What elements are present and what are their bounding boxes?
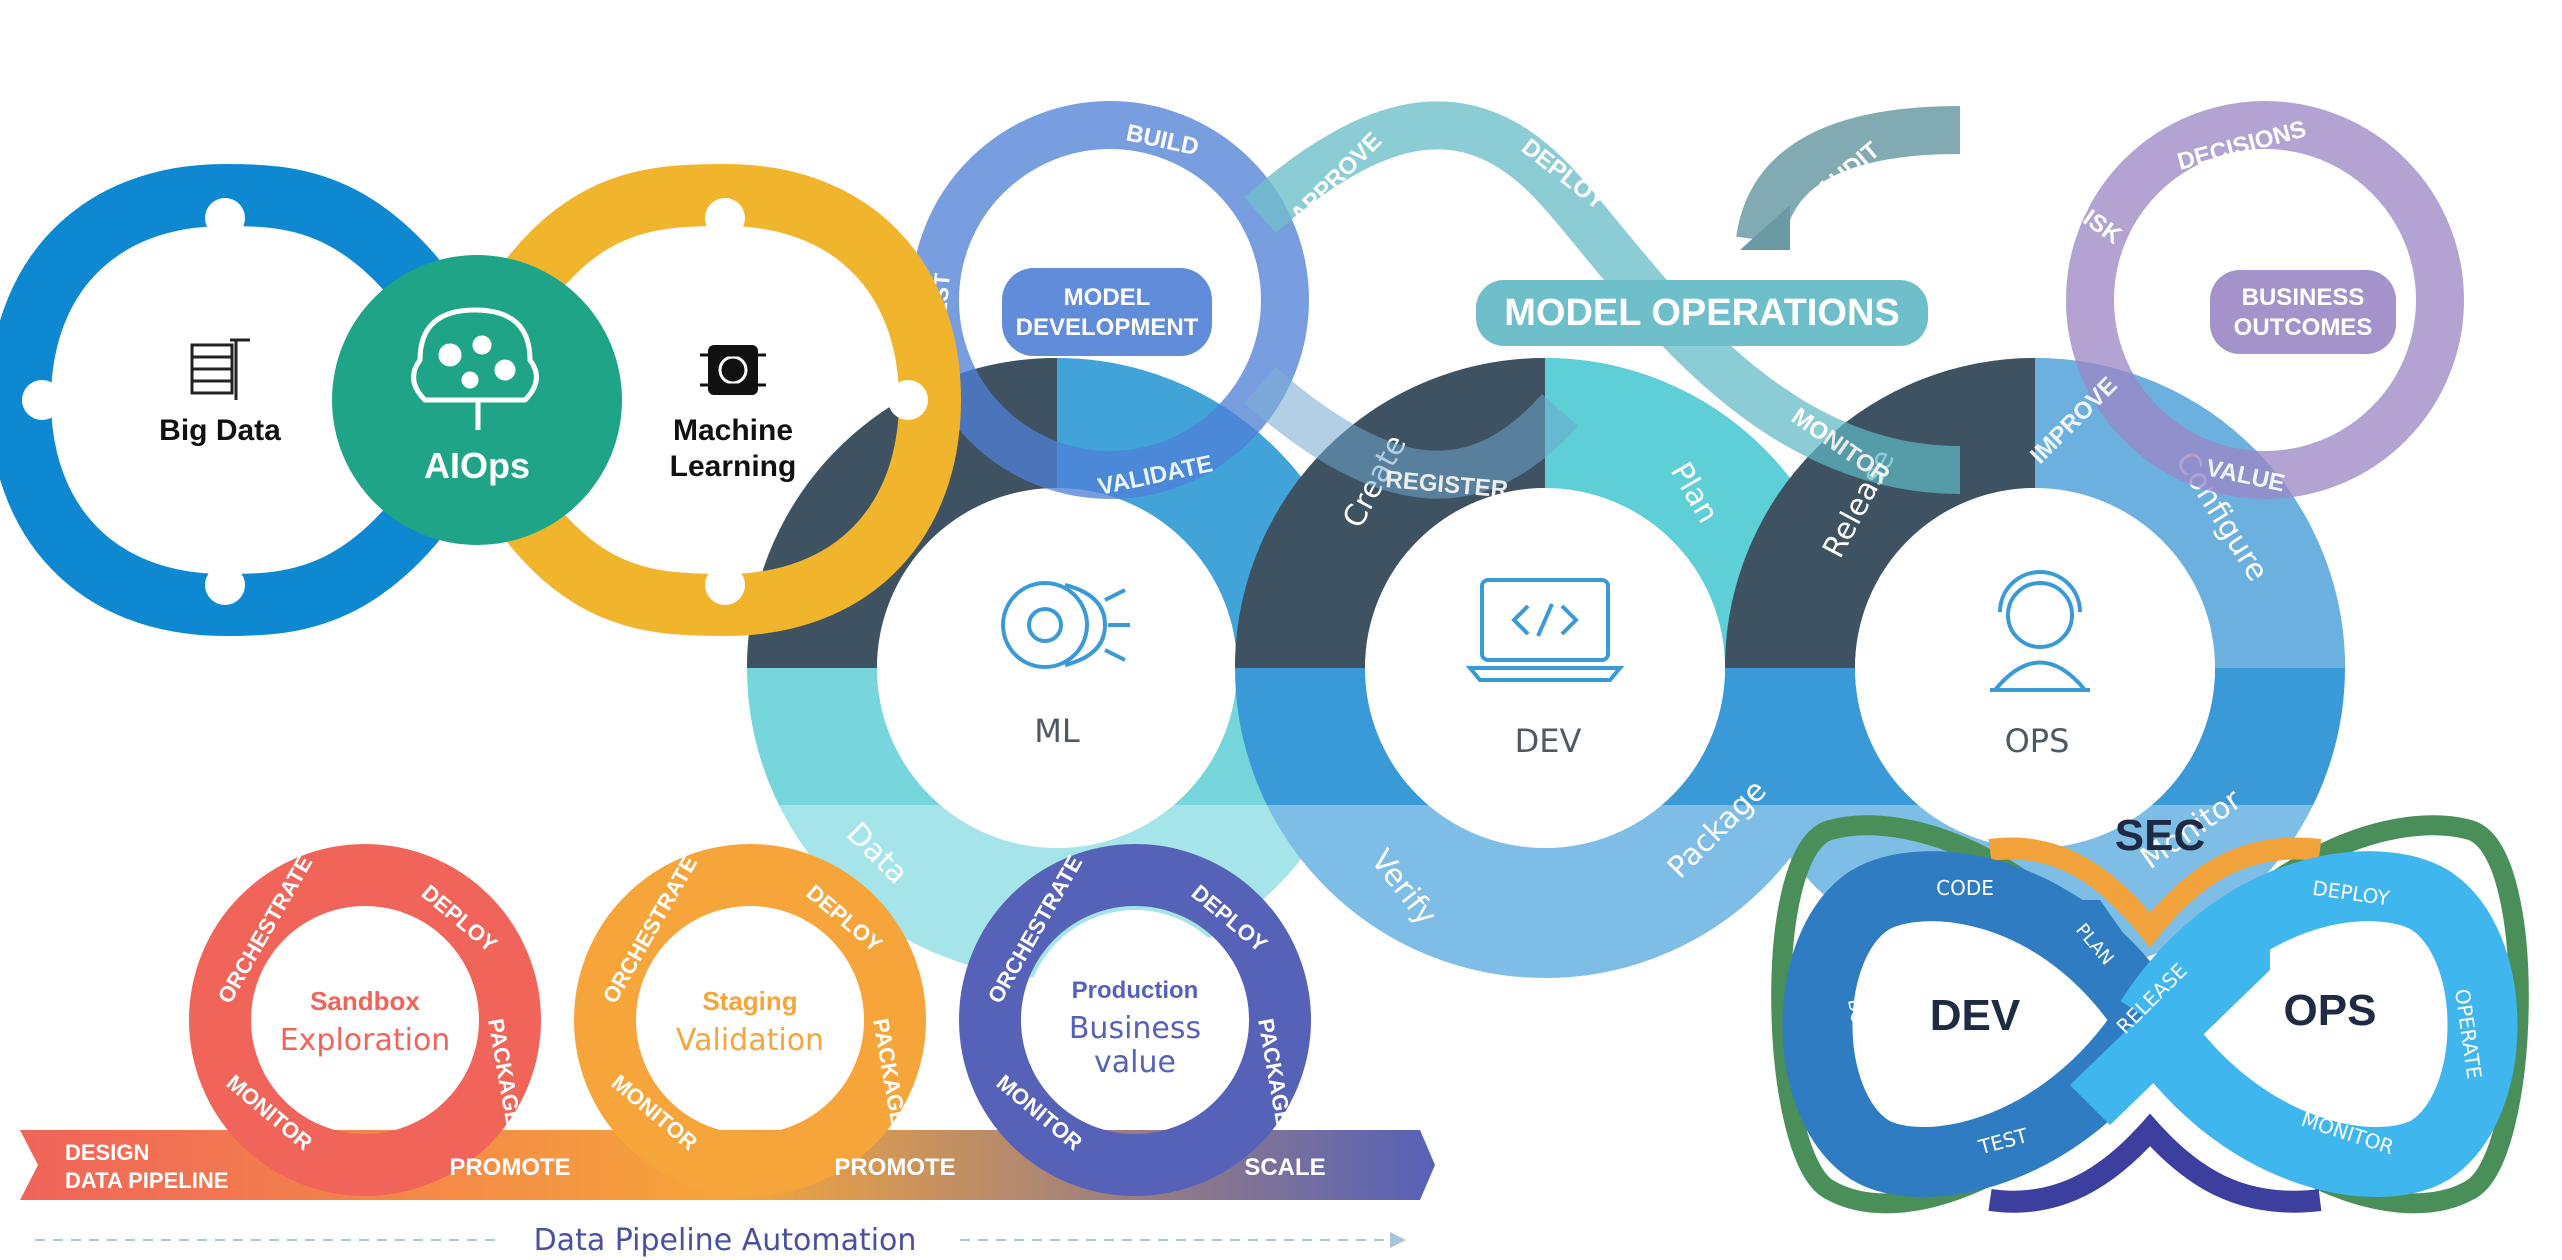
stage-staging-bottom: Validation <box>676 1023 824 1058</box>
devsecops-dev: DEV <box>1930 991 2021 1040</box>
ml-icon <box>1001 581 1130 669</box>
step-actions: ACTIONS <box>2459 265 2501 376</box>
laptop-code-icon <box>1465 578 1625 682</box>
model-development-badge <box>1002 268 1212 356</box>
stage-production-bottom: Business <box>1069 1011 1201 1046</box>
aiops-dot <box>205 198 245 238</box>
devsecops-sec: SEC <box>2115 811 2205 860</box>
dev-label: DEV <box>1515 722 1582 760</box>
model-operations-badge <box>1476 280 1928 346</box>
audit-arrowhead <box>1740 205 1790 250</box>
aiops-center-label: AIOps <box>424 445 530 486</box>
machine-learning-line1: Machine <box>673 414 793 447</box>
business-outcomes-line2: OUTCOMES <box>2234 314 2373 341</box>
model-operations-title: MODEL OPERATIONS <box>1504 292 1900 334</box>
brain-gears-icon <box>411 307 539 430</box>
model-development-line1: MODEL <box>1064 284 1151 311</box>
ml-label: ML <box>1034 712 1080 750</box>
devsecops-loop: SEC DEV OPS CODE PLAN BUILD TEST RELEASE… <box>1771 811 2529 1214</box>
aiops-dot <box>22 380 62 420</box>
pipeline-stage-staging: Staging Validation ORCHESTRATE DEPLOY PA… <box>574 844 926 1196</box>
support-agent-icon <box>1990 570 2090 692</box>
devsecops-ops: OPS <box>2284 986 2377 1035</box>
aiops-loop: AIOps Big Data Machine Learning <box>0 163 962 637</box>
model-development-line2: DEVELOPMENT <box>1016 314 1199 341</box>
release-arrow <box>2070 930 2270 1125</box>
stage-sandbox-bottom: Exploration <box>280 1023 451 1058</box>
pipeline-start-line1: DESIGN <box>65 1140 149 1165</box>
pipeline-footer: Data Pipeline Automation <box>534 1223 917 1258</box>
pipeline-promote-2: PROMOTE <box>834 1154 955 1181</box>
dso-step-code: CODE <box>1936 876 1994 900</box>
pipeline-stage-sandbox: Sandbox Exploration ORCHESTRATE DEPLOY P… <box>189 844 541 1196</box>
pipeline-scale: SCALE <box>1244 1154 1325 1181</box>
chip-brain-icon <box>700 345 766 395</box>
pipeline-promote-1: PROMOTE <box>449 1154 570 1181</box>
stage-staging-top: Staging <box>702 986 797 1016</box>
server-rack-icon <box>190 338 250 400</box>
stage-production-top: Production <box>1072 977 1199 1004</box>
footer-arrowhead <box>1390 1232 1406 1248</box>
business-outcomes-line1: BUSINESS <box>2242 284 2365 311</box>
pipeline-start-line2: DATA PIPELINE <box>65 1168 228 1193</box>
aiops-dot <box>888 380 928 420</box>
big-data-label: Big Data <box>159 414 281 447</box>
business-outcomes-badge <box>2210 270 2396 354</box>
plan-arrow <box>2045 900 2135 975</box>
aiops-dot <box>705 565 745 605</box>
ops-label: OPS <box>2005 722 2070 760</box>
machine-learning-line2: Learning <box>670 450 797 483</box>
stage-production-bottom2: value <box>1094 1045 1176 1080</box>
pipeline-stage-production: Production Business value ORCHESTRATE DE… <box>959 844 1311 1196</box>
data-pipeline: Sandbox Exploration ORCHESTRATE DEPLOY P… <box>20 844 1435 1258</box>
stage-sandbox-top: Sandbox <box>310 986 420 1016</box>
aiops-dot <box>705 198 745 238</box>
aiops-dot <box>205 565 245 605</box>
